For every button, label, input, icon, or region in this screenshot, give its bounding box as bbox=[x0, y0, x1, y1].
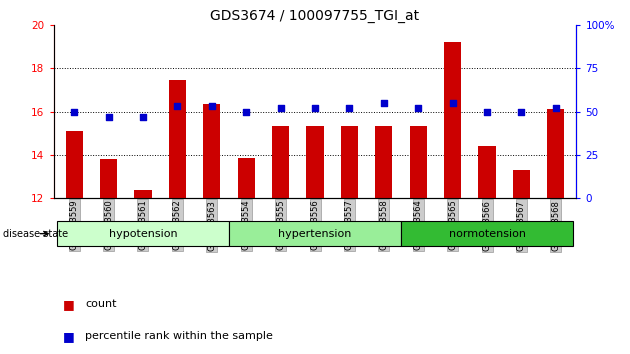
Point bbox=[517, 109, 527, 114]
FancyBboxPatch shape bbox=[229, 221, 401, 246]
Point bbox=[138, 114, 148, 120]
Point bbox=[173, 103, 183, 109]
Point bbox=[275, 105, 285, 111]
FancyBboxPatch shape bbox=[57, 221, 229, 246]
Bar bbox=[547, 109, 564, 198]
Bar bbox=[513, 170, 530, 198]
Point bbox=[379, 100, 389, 105]
Bar bbox=[375, 126, 392, 198]
Bar bbox=[169, 80, 186, 198]
Text: ■: ■ bbox=[63, 330, 75, 343]
Point bbox=[69, 109, 79, 114]
Bar bbox=[238, 158, 255, 198]
Text: percentile rank within the sample: percentile rank within the sample bbox=[85, 331, 273, 341]
Point bbox=[103, 114, 113, 120]
Text: GDS3674 / 100097755_TGI_at: GDS3674 / 100097755_TGI_at bbox=[210, 9, 420, 23]
Point bbox=[482, 109, 492, 114]
Text: hypotension: hypotension bbox=[109, 229, 177, 239]
Bar bbox=[306, 126, 324, 198]
Text: count: count bbox=[85, 299, 117, 309]
Text: hypertension: hypertension bbox=[278, 229, 352, 239]
Point bbox=[241, 109, 251, 114]
Bar bbox=[478, 146, 496, 198]
Text: ■: ■ bbox=[63, 298, 75, 311]
Bar bbox=[66, 131, 83, 198]
Point bbox=[447, 100, 457, 105]
Point bbox=[413, 105, 423, 111]
Text: normotension: normotension bbox=[449, 229, 525, 239]
Point bbox=[551, 105, 561, 111]
Bar bbox=[100, 159, 117, 198]
Text: disease state: disease state bbox=[3, 229, 68, 239]
Bar bbox=[134, 190, 152, 198]
Bar bbox=[341, 126, 358, 198]
Bar bbox=[203, 104, 220, 198]
Bar bbox=[444, 42, 461, 198]
Bar bbox=[410, 126, 427, 198]
Point bbox=[310, 105, 320, 111]
Point bbox=[345, 105, 355, 111]
Bar bbox=[272, 126, 289, 198]
FancyBboxPatch shape bbox=[401, 221, 573, 246]
Point bbox=[207, 103, 217, 109]
